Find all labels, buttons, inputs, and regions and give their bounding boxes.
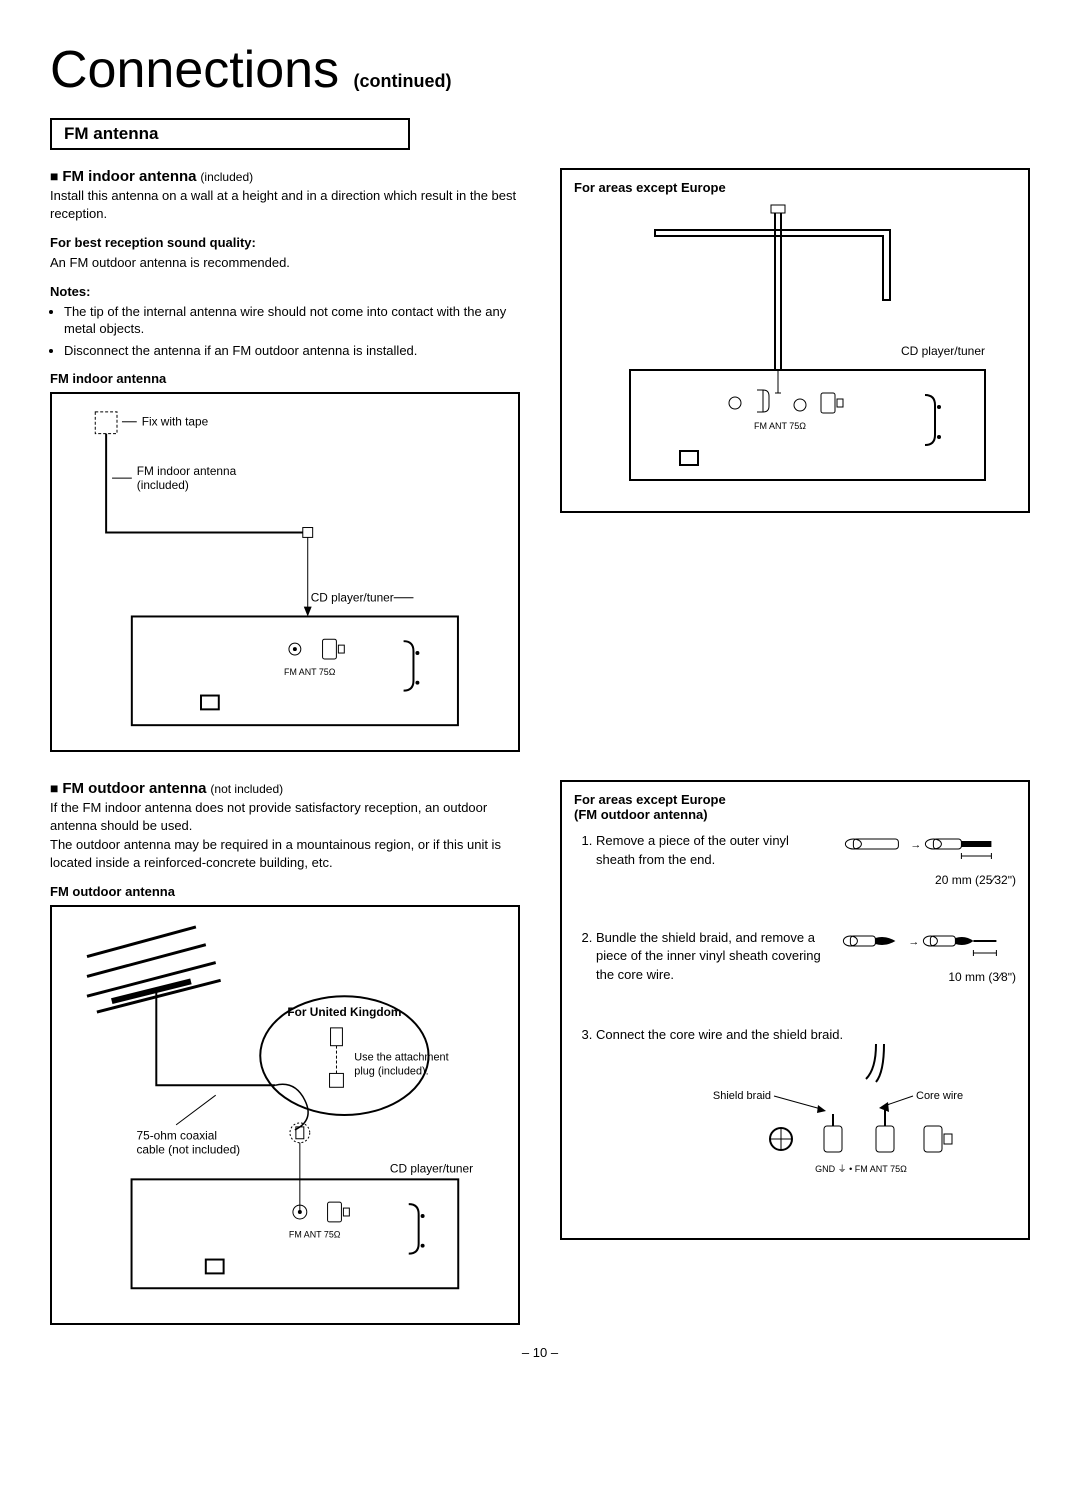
indoor-diagram-label: FM indoor antenna — [50, 371, 520, 386]
svg-text:→: → — [909, 936, 920, 948]
section-box: FM antenna — [50, 118, 410, 150]
svg-text:GND ⏚ • FM ANT 75Ω: GND ⏚ • FM ANT 75Ω — [815, 1164, 907, 1174]
svg-text:FM indoor antenna: FM indoor antenna — [137, 465, 237, 479]
outdoor-body2: The outdoor antenna may be required in a… — [50, 836, 520, 871]
svg-text:CD player/tuner: CD player/tuner — [311, 591, 394, 605]
step-1-dim: 20 mm (25⁄32ʺ) — [831, 872, 1016, 889]
step-2: Bundle the shield braid, and remove a pi… — [596, 929, 831, 984]
svg-text:cable (not included): cable (not included) — [137, 1142, 241, 1156]
step-1: Remove a piece of the outer vinyl sheath… — [596, 832, 831, 868]
outdoor-diagram: For United Kingdom Use the attachment pl… — [50, 905, 520, 1325]
outdoor-body1: If the FM indoor antenna does not provid… — [50, 799, 520, 834]
outdoor-diagram-label: FM outdoor antenna — [50, 884, 520, 899]
note-2: Disconnect the antenna if an FM outdoor … — [64, 342, 520, 360]
indoor-heading-row: ■ FM indoor antenna (included) — [50, 168, 520, 185]
svg-text:CD player/tuner: CD player/tuner — [390, 1161, 473, 1175]
svg-text:FM ANT 75Ω: FM ANT 75Ω — [284, 667, 336, 677]
right-top-title: For areas except Europe — [574, 180, 1016, 195]
prep-list: Remove a piece of the outer vinyl sheath… — [574, 832, 1016, 1184]
svg-text:FM ANT 75Ω: FM ANT 75Ω — [754, 421, 806, 431]
outdoor-heading-row: ■ FM outdoor antenna (not included) — [50, 780, 520, 797]
right-bottom-subtitle: (FM outdoor antenna) — [574, 807, 1016, 822]
reception-body: An FM outdoor antenna is recommended. — [50, 254, 520, 272]
outdoor-heading-note: (not included) — [210, 782, 283, 796]
svg-text:Use the attachment: Use the attachment — [354, 1051, 448, 1063]
svg-text:CD player/tuner: CD player/tuner — [901, 344, 985, 358]
svg-text:75-ohm coaxial: 75-ohm coaxial — [137, 1128, 218, 1142]
right-bottom-box: For areas except Europe (FM outdoor ante… — [560, 780, 1030, 1240]
step-3: Connect the core wire and the shield bra… — [596, 1026, 1016, 1044]
notes-head: Notes: — [50, 283, 520, 301]
step-2-dim: 10 mm (3⁄8ʺ) — [831, 969, 1016, 986]
note-1: The tip of the internal antenna wire sho… — [64, 303, 520, 338]
page-number: – 10 – — [50, 1345, 1030, 1360]
svg-text:FM ANT 75Ω: FM ANT 75Ω — [289, 1229, 341, 1239]
indoor-heading: FM indoor antenna — [62, 168, 196, 185]
title-text: Connections — [50, 41, 339, 99]
indoor-heading-note: (included) — [200, 170, 253, 184]
areas-except-europe-top: For areas except Europe CD player/tuner … — [560, 168, 1030, 513]
svg-text:Shield braid: Shield braid — [713, 1090, 771, 1102]
svg-text:Core wire: Core wire — [916, 1090, 963, 1102]
right-bottom-title: For areas except Europe — [574, 792, 1016, 807]
svg-text:For United Kingdom: For United Kingdom — [287, 1005, 401, 1019]
svg-text:(included): (included) — [137, 478, 189, 492]
svg-text:→: → — [911, 839, 922, 851]
svg-text:plug (included).: plug (included). — [354, 1065, 428, 1077]
fix-tape-label: Fix with tape — [142, 415, 209, 429]
section-label: FM antenna — [64, 124, 158, 143]
outdoor-heading: FM outdoor antenna — [62, 780, 206, 797]
reception-head: For best reception sound quality: — [50, 234, 520, 252]
title-continued: (continued) — [354, 71, 452, 91]
indoor-diagram: Fix with tape FM indoor antenna (include… — [50, 392, 520, 752]
notes-list: The tip of the internal antenna wire sho… — [50, 303, 520, 360]
indoor-install: Install this antenna on a wall at a heig… — [50, 187, 520, 222]
page-title: Connections (continued) — [50, 40, 1030, 100]
